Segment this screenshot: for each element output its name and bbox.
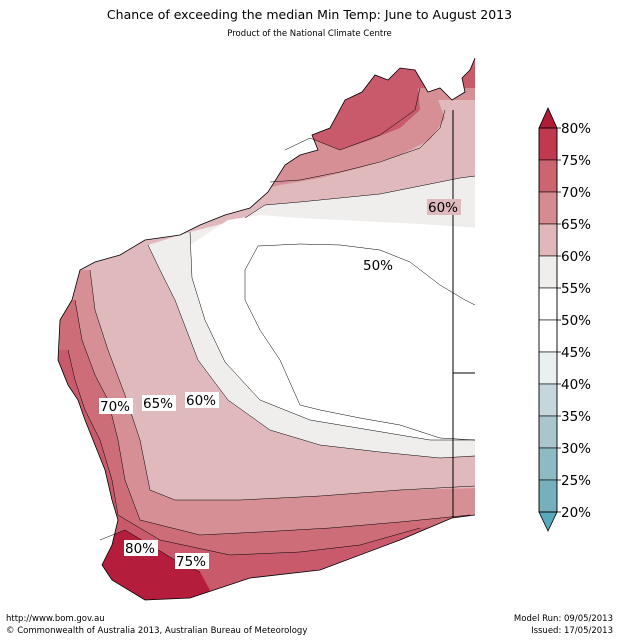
legend-band: [538, 287, 558, 321]
chart-title: Chance of exceeding the median Min Temp:…: [106, 7, 513, 22]
legend-band: [538, 383, 558, 417]
coastline: [57, 57, 476, 601]
legend-tick-label: 55%: [561, 281, 591, 297]
border-lines: [452, 110, 475, 518]
contour-75-south: [67, 349, 421, 556]
contour-70-south: [74, 299, 471, 536]
legend-tick-label: 60%: [561, 249, 591, 265]
legend-band: [538, 319, 558, 353]
contour-65-south: [89, 269, 476, 501]
contour-label-75: 75%: [176, 554, 206, 570]
contour-labels: 60% 50% 70% 65% 60% 80% 75%: [99, 199, 461, 570]
legend-band: [538, 127, 558, 161]
legend-tick-label: 75%: [561, 153, 591, 169]
legend-tick-label: 70%: [561, 185, 591, 201]
contour-60-west: [189, 231, 475, 441]
footer-right: Model Run: 09/05/2013 Issued: 17/05/2013: [514, 613, 613, 637]
legend-band: [538, 351, 558, 385]
contour-55-west: [147, 244, 476, 459]
contour-70-north: [284, 87, 421, 151]
footer-issued: Issued: 17/05/2013: [531, 626, 613, 636]
contour-label-50: 50%: [363, 258, 393, 274]
contour-65-north: [269, 109, 446, 183]
footer-left: http://www.bom.gov.au © Commonwealth of …: [6, 613, 307, 637]
footer-copyright: © Commonwealth of Australia 2013, Austra…: [6, 626, 308, 636]
legend-tick-label: 45%: [561, 345, 591, 361]
legend-ticks: 80% 75% 70% 65% 60% 55% 50% 45% 40% 35% 30% 25% 20%: [557, 121, 591, 521]
label-bg-65-west: [142, 395, 176, 411]
label-bg-75: [175, 553, 209, 569]
contour-lines: [67, 87, 476, 573]
legend-band: [538, 191, 558, 225]
legend-tick-label: 50%: [561, 313, 591, 329]
legend-band: [538, 159, 558, 193]
band-45-55-interior: [190, 215, 475, 440]
contour-label-60-west: 60%: [186, 393, 216, 409]
legend-tick-label: 20%: [561, 505, 591, 521]
label-bg-50: [362, 257, 396, 273]
legend-tick-label: 80%: [561, 121, 591, 137]
legend-tick-label: 65%: [561, 217, 591, 233]
legend-band: [538, 479, 558, 513]
contour-label-70-west: 70%: [100, 399, 130, 415]
legend-bottom-arrow: [538, 511, 558, 532]
contour-label-60-north: 60%: [428, 200, 458, 216]
legend-top-arrow: [538, 107, 558, 129]
legend-tick-label: 30%: [561, 441, 591, 457]
footer-model-run: Model Run: 09/05/2013: [513, 614, 613, 624]
contour-50-interior: [244, 243, 476, 441]
legend-tick-label: 35%: [561, 409, 591, 425]
footer-url[interactable]: http://www.bom.gov.au: [6, 614, 105, 624]
contour-label-80: 80%: [125, 541, 155, 557]
legend-band: [538, 415, 558, 449]
legend-colorbar: 80% 75% 70% 65% 60% 55% 50% 45% 40% 35% 30% 25% 20%: [538, 107, 591, 532]
legend-band: [538, 447, 558, 481]
legend-bands: [538, 127, 558, 513]
label-bg-70-west: [99, 398, 133, 414]
chart-subtitle: Product of the National Climate Centre: [227, 29, 392, 39]
label-bg-60-north: [427, 199, 461, 215]
legend-band: [538, 255, 558, 289]
label-bg-80: [124, 540, 158, 556]
contour-label-65-west: 65%: [143, 396, 173, 412]
legend-tick-label: 25%: [561, 473, 591, 489]
legend-tick-label: 40%: [561, 377, 591, 393]
legend-band: [538, 223, 558, 257]
label-bg-60-west: [185, 392, 219, 408]
